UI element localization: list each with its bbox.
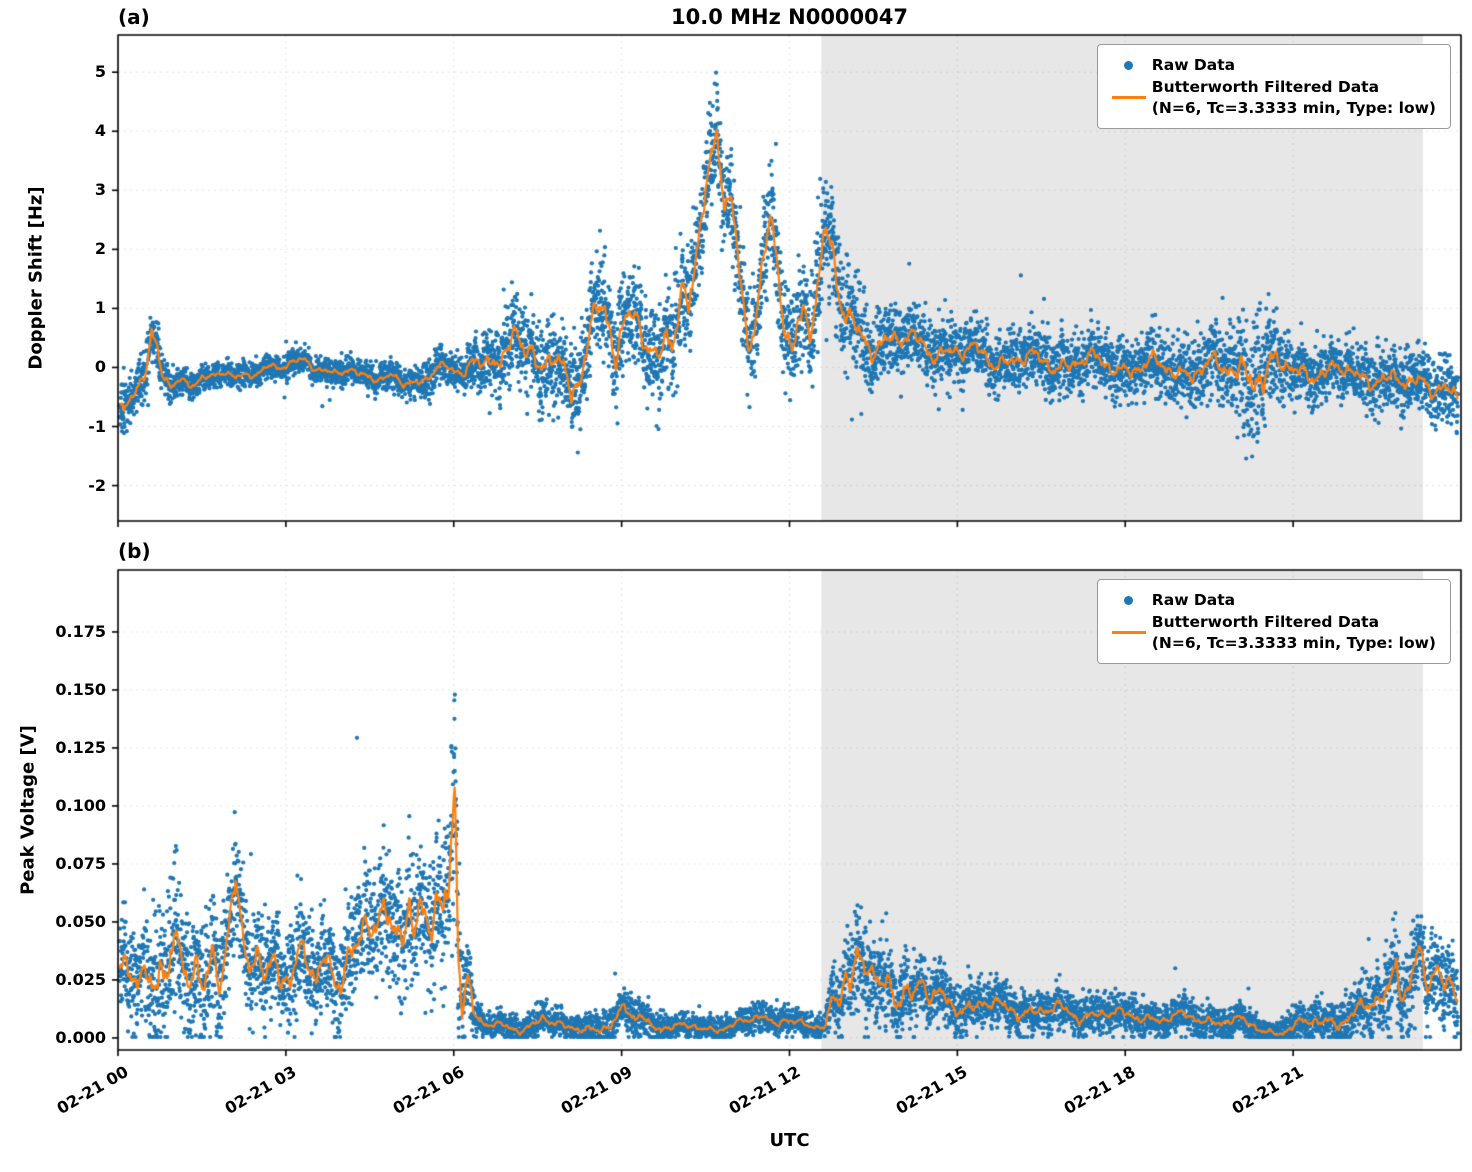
legend-filtered-line1: Butterworth Filtered Data: [1151, 613, 1380, 632]
panel-a-label: (a): [118, 5, 150, 29]
y-tick-label: -1: [88, 416, 106, 436]
y-tick-label: 0.175: [55, 621, 106, 641]
y-tick-label: 0.000: [55, 1027, 106, 1047]
y-axis-label-voltage: Peak Voltage [V]: [17, 725, 39, 895]
y-tick-label: 0.150: [55, 679, 106, 699]
raw-data-marker-icon: [1106, 595, 1152, 605]
legend-filtered-label: Butterworth Filtered Data (N=6, Tc=3.333…: [1152, 77, 1436, 118]
y-tick-label: 0.050: [55, 911, 106, 931]
legend-filtered-line2: (N=6, Tc=3.3333 min, Type: low): [1151, 633, 1436, 652]
legend-entry-raw: Raw Data: [1106, 55, 1436, 75]
legend-entry-filtered: Butterworth Filtered Data (N=6, Tc=3.333…: [1106, 77, 1436, 118]
legend-entry-filtered: Butterworth Filtered Data (N=6, Tc=3.333…: [1106, 612, 1436, 653]
y-tick-label: 0.075: [55, 853, 106, 873]
legend-raw-label: Raw Data: [1151, 591, 1236, 609]
y-tick-label: 5: [94, 62, 106, 82]
y-tick-label: 1: [94, 298, 106, 318]
y-tick-label: 2: [94, 239, 106, 259]
legend-panel-b: Raw Data Butterworth Filtered Data (N=6,…: [1096, 579, 1451, 665]
y-axis-label-doppler: Doppler Shift [Hz]: [25, 186, 47, 370]
y-tick-label: 3: [94, 180, 106, 200]
filtered-line-marker-icon: [1106, 631, 1152, 635]
x-axis-label-utc: UTC: [769, 1130, 810, 1151]
legend-filtered-line2: (N=6, Tc=3.3333 min, Type: low): [1151, 98, 1436, 117]
legend-entry-raw: Raw Data: [1106, 590, 1436, 610]
figure-title: 10.0 MHz N0000047: [671, 5, 908, 29]
filtered-line-marker-icon: [1106, 96, 1152, 100]
legend-filtered-line1: Butterworth Filtered Data: [1151, 78, 1380, 97]
panel-b-label: (b): [118, 539, 151, 563]
legend-filtered-label: Butterworth Filtered Data (N=6, Tc=3.333…: [1152, 612, 1436, 653]
y-tick-label: 0.125: [55, 737, 106, 757]
y-tick-label: 4: [94, 121, 106, 141]
y-tick-label: 0.025: [55, 969, 106, 989]
y-tick-label: 0.100: [55, 795, 106, 815]
legend-raw-label: Raw Data: [1151, 56, 1236, 74]
y-tick-label: -2: [88, 475, 106, 495]
y-tick-label: 0: [94, 357, 106, 377]
legend-panel-a: Raw Data Butterworth Filtered Data (N=6,…: [1096, 44, 1451, 130]
raw-data-marker-icon: [1106, 60, 1152, 70]
